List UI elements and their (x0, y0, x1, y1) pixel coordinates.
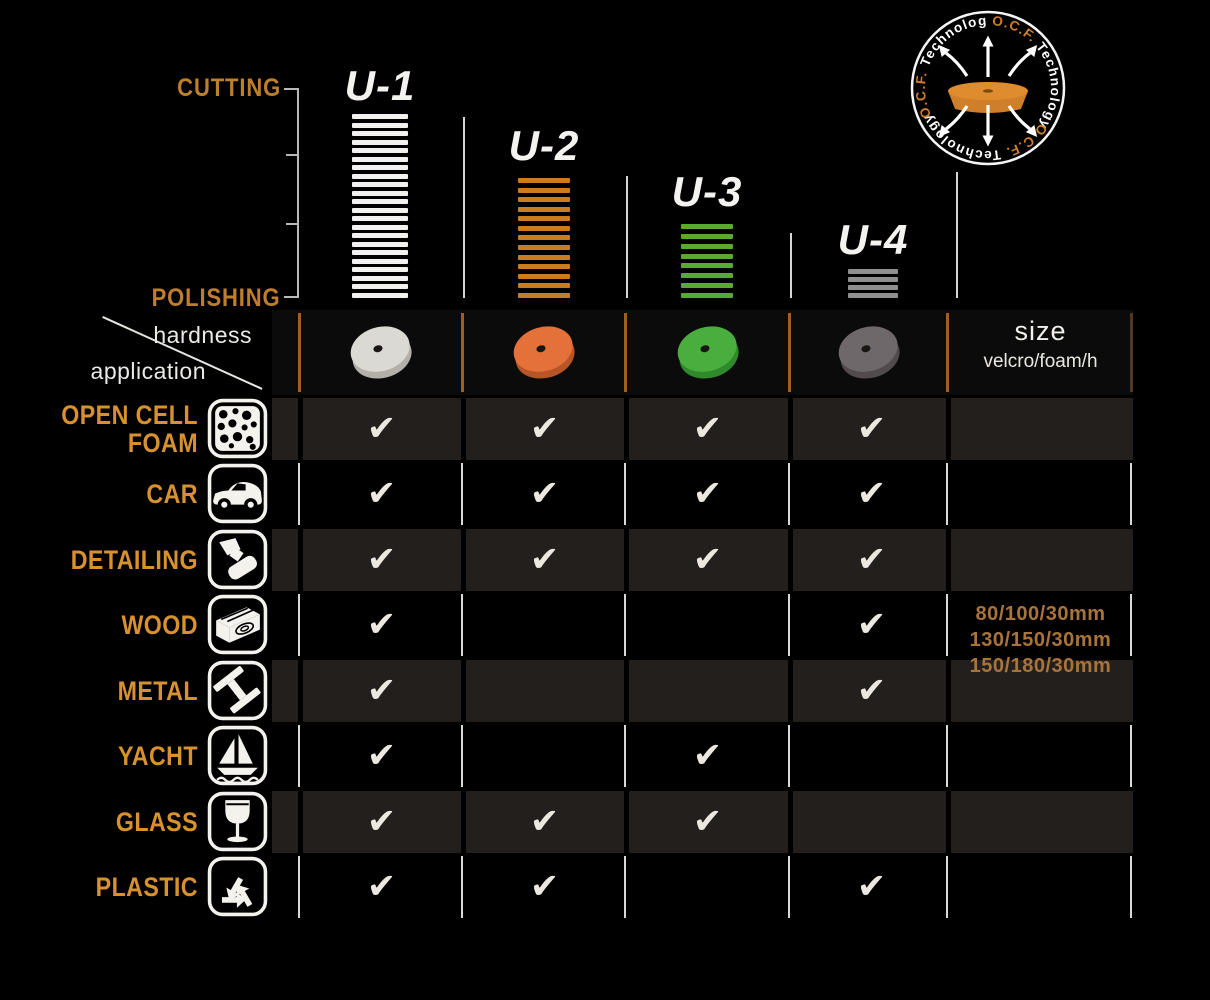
row-label-car: CAR (146, 478, 198, 509)
checkmark: ✔ (366, 473, 397, 514)
checkmark: ✔ (529, 866, 560, 907)
size-values: 80/100/30mm 130/150/30mm 150/180/30mm (948, 601, 1133, 679)
checkmark: ✔ (856, 539, 887, 580)
column-header-u4: U-4 (837, 216, 909, 263)
checkmark: ✔ (366, 866, 397, 907)
row-label-metal: METAL (117, 675, 198, 706)
column-separator (626, 176, 628, 298)
size-subtitle: velcro/foam/h (983, 351, 1098, 372)
column-header-u2: U-2 (508, 122, 580, 169)
application-axis-label: application (90, 358, 206, 384)
hardness-bars-u1 (352, 114, 408, 298)
checkmark: ✔ (692, 473, 723, 514)
checkmark: ✔ (529, 408, 560, 449)
column-separator (790, 233, 792, 298)
size-value: 150/180/30mm (969, 655, 1112, 677)
logo-pad-icon (948, 82, 1028, 113)
car-icon (207, 463, 268, 524)
table-row-plastic: ✔ ✔ ✔ (272, 856, 1133, 918)
pad-photo-u4 (838, 326, 900, 379)
column-separator (463, 117, 465, 298)
row-label-glass: GLASS (115, 806, 198, 837)
pad-photo-u3 (677, 326, 739, 379)
yacht-icon (207, 725, 268, 786)
open-cell-foam-icon (207, 398, 268, 459)
scale-tick (284, 88, 298, 90)
plastic-icon (207, 856, 268, 917)
ocf-technology-logo: O.C.F. Technology O.C.F.Technology O.C.F.… (903, 3, 1066, 166)
size-value: 80/100/30mm (975, 603, 1106, 625)
row-label-plastic: PLASTIC (95, 871, 198, 902)
logo-arrowheads (938, 35, 1038, 147)
checkmark: ✔ (366, 539, 397, 580)
checkmark: ✔ (692, 408, 723, 449)
checkmark: ✔ (529, 801, 560, 842)
column-header-u3: U-3 (671, 168, 743, 215)
scale-tick (286, 223, 298, 225)
pad-row-divider (1130, 313, 1133, 392)
pad-row-divider (298, 313, 301, 392)
row-label-wood: WOOD (121, 609, 198, 640)
scale-tick (284, 296, 298, 298)
table-row-detailing: ✔ ✔ ✔ ✔ (272, 529, 1133, 591)
hardness-bars-u2 (518, 178, 570, 298)
pad-photo-u1 (350, 326, 412, 379)
row-label-yacht: YACHT (117, 740, 198, 771)
pad-row-divider (461, 313, 464, 392)
glass-icon (207, 791, 268, 852)
pad-row-divider (788, 313, 791, 392)
checkmark: ✔ (692, 801, 723, 842)
pad-photo-u2 (513, 326, 575, 379)
checkmark: ✔ (856, 408, 887, 449)
metal-icon (207, 660, 268, 721)
pad-row-divider (624, 313, 627, 392)
table-row-glass: ✔ ✔ ✔ (272, 791, 1133, 853)
checkmark: ✔ (366, 801, 397, 842)
size-title: size (1014, 316, 1067, 346)
hardness-bars-u3 (681, 224, 733, 298)
logo-arrows (945, 46, 1031, 136)
pad-row-divider (946, 313, 949, 392)
checkmark: ✔ (529, 539, 560, 580)
checkmark: ✔ (366, 670, 397, 711)
checkmark: ✔ (856, 670, 887, 711)
hardness-axis-label: hardness (153, 322, 252, 348)
table-row-open-cell-foam: ✔ ✔ ✔ ✔ (272, 398, 1133, 460)
row-label-open-cell-foam: OPEN CELL FOAM (61, 399, 198, 458)
detailing-icon (207, 529, 268, 590)
table-row-yacht: ✔ ✔ (272, 725, 1133, 787)
checkmark: ✔ (856, 473, 887, 514)
table-row-metal: ✔ ✔ (272, 660, 1133, 722)
size-column-header: size velcro/foam/h (948, 316, 1133, 373)
checkmark: ✔ (692, 539, 723, 580)
checkmark: ✔ (856, 866, 887, 907)
checkmark: ✔ (856, 604, 887, 645)
table-row-wood: ✔ ✔ (272, 594, 1133, 656)
checkmark: ✔ (529, 473, 560, 514)
hardness-scale-line (297, 88, 299, 298)
polishing-label: POLISHING (152, 284, 281, 312)
wood-icon (207, 594, 268, 655)
row-label-detailing: DETAILING (70, 544, 198, 575)
scale-tick (286, 154, 298, 156)
column-header-u1: U-1 (344, 62, 416, 109)
checkmark: ✔ (366, 408, 397, 449)
table-row-car: ✔ ✔ ✔ ✔ (272, 463, 1133, 525)
hardness-bars-u4 (848, 269, 898, 298)
checkmark: ✔ (366, 604, 397, 645)
checkmark: ✔ (366, 735, 397, 776)
size-value: 130/150/30mm (969, 629, 1112, 651)
column-separator (956, 172, 958, 298)
cutting-label: CUTTING (177, 74, 281, 102)
checkmark: ✔ (692, 735, 723, 776)
